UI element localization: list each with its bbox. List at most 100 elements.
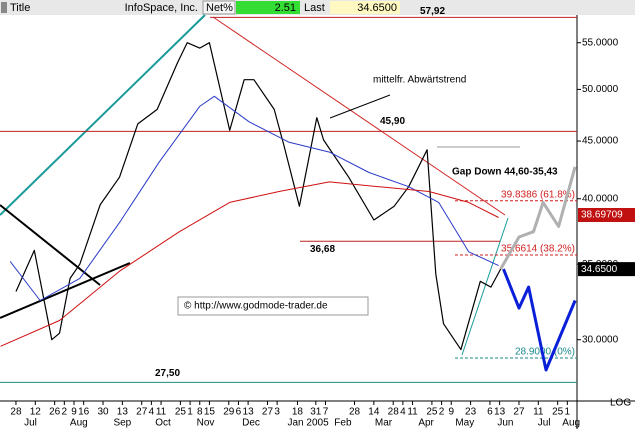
x-tick-label: 25 [426, 407, 438, 418]
trend-line [0, 204, 101, 286]
net-box [202, 0, 236, 15]
month-label: Aug [70, 418, 88, 429]
x-tick-label: 3 [274, 407, 280, 418]
month-label: Jul [24, 418, 37, 429]
x-tick-label: 1 [187, 407, 193, 418]
level-label: 27,50 [155, 368, 180, 379]
x-tick-label: 8 [197, 407, 203, 418]
x-tick-label: 25 [175, 407, 187, 418]
x-tick-label: 30 [97, 407, 109, 418]
x-tick-label: 25 [552, 407, 564, 418]
month-label: Feb [334, 418, 352, 429]
axis-panel [578, 15, 635, 395]
x-tick-label: 9 [71, 407, 77, 418]
x-tick-label: 1 [565, 407, 571, 418]
net-value-box [236, 1, 300, 14]
month-label: Jul [538, 418, 551, 429]
price-line [499, 166, 577, 270]
last-value-box [330, 1, 400, 14]
watermark-box [177, 296, 369, 316]
y-tick-label: 50.0000 [582, 84, 619, 95]
net-value: 2.51 [275, 2, 296, 14]
net-label: Net% [206, 2, 233, 14]
price-line [0, 181, 499, 347]
x-tick-label: 13 [243, 407, 255, 418]
x-tick-label: 13 [494, 407, 506, 418]
trend-line [0, 14, 206, 216]
month-label: Aug [562, 418, 580, 429]
y-tick-label: 45.0000 [582, 136, 619, 147]
last-value: 34.6500 [357, 2, 397, 14]
x-tick-label: 28 [388, 407, 400, 418]
price-marker-label: 34.6500 [581, 264, 618, 275]
tab-label[interactable]: Title [10, 2, 30, 14]
scale-label: LOG [610, 398, 631, 409]
x-tick-label: 16 [78, 407, 90, 418]
header-bar [0, 0, 635, 15]
price-marker [578, 262, 635, 277]
trend-line [461, 217, 509, 356]
price-line [9, 95, 499, 301]
fib-label: 28.9000 (0%) [515, 347, 575, 358]
x-tick-label: 15 [204, 407, 216, 418]
x-tick-label: 11 [156, 407, 167, 418]
price-marker [578, 207, 635, 222]
trend-line [0, 262, 131, 319]
x-tick-label: 29 [223, 407, 235, 418]
x-tick-label: 4 [149, 407, 155, 418]
tab-icon [1, 2, 7, 13]
instrument-name: InfoSpace, Inc. [125, 2, 198, 14]
x-tick-label: 27 [513, 407, 525, 418]
x-tick-label: 18 [292, 407, 304, 418]
level-label: 57,92 [420, 6, 445, 17]
month-label: Jan 2005 [288, 418, 330, 429]
annotation: Gap Down 44,60-35,43 [452, 167, 558, 178]
x-tick-label: 6 [487, 407, 493, 418]
x-tick-label: 11 [533, 407, 544, 418]
x-tick-label: 28 [10, 407, 22, 418]
month-label: Apr [418, 418, 434, 429]
x-tick-label: 4 [400, 407, 406, 418]
y-tick-label: 40.0000 [582, 193, 619, 204]
y-tick-label: 30.0000 [582, 334, 619, 345]
fib-label: 39.8386 (61.8%) [501, 189, 575, 200]
level-label: 45,90 [380, 116, 405, 127]
last-label: Last [304, 2, 325, 14]
x-tick-label: 6 [236, 407, 242, 418]
price-line [15, 42, 502, 351]
x-tick-label: 14 [368, 407, 380, 418]
x-tick-label: 27 [136, 407, 148, 418]
x-tick-label: 9 [448, 407, 454, 418]
month-label: Nov [197, 418, 215, 429]
month-label: May [455, 418, 474, 429]
x-tick-label: 13 [117, 407, 129, 418]
x-tick-label: 2 [439, 407, 445, 418]
x-tick-label: 26 [49, 407, 61, 418]
trend-lines [0, 14, 520, 356]
x-tick-label: 31 [310, 407, 322, 418]
price-marker-label: 38.69709 [581, 210, 623, 221]
annotation: © http://www.godmode-trader.de [184, 301, 328, 312]
x-tick-label: 7 [323, 407, 329, 418]
month-label: Oct [155, 418, 171, 429]
fib-label: 35.6614 (38.2%) [501, 244, 575, 255]
annotation-pointer [329, 94, 391, 119]
header: Title InfoSpace, Inc. Net% 2.51 Last 34.… [0, 0, 635, 15]
x-tick-label: 11 [407, 407, 418, 418]
level-label: 36,68 [310, 244, 335, 255]
month-label: Sep [113, 418, 131, 429]
annotation: mittelfr. Abwärtstrend [373, 75, 466, 86]
x-tick-label: 23 [465, 407, 477, 418]
x-tick-label: 27 [262, 407, 274, 418]
x-tick-label: 28 [349, 407, 361, 418]
trend-line [212, 16, 506, 216]
x-tick-label: 12 [30, 407, 42, 418]
month-label: Jun [497, 418, 513, 429]
y-tick-label: 55.0000 [582, 37, 619, 48]
month-label: Dec [242, 418, 260, 429]
x-tick-label: 2 [62, 407, 68, 418]
price-line [502, 268, 577, 372]
month-label: Mar [375, 418, 393, 429]
